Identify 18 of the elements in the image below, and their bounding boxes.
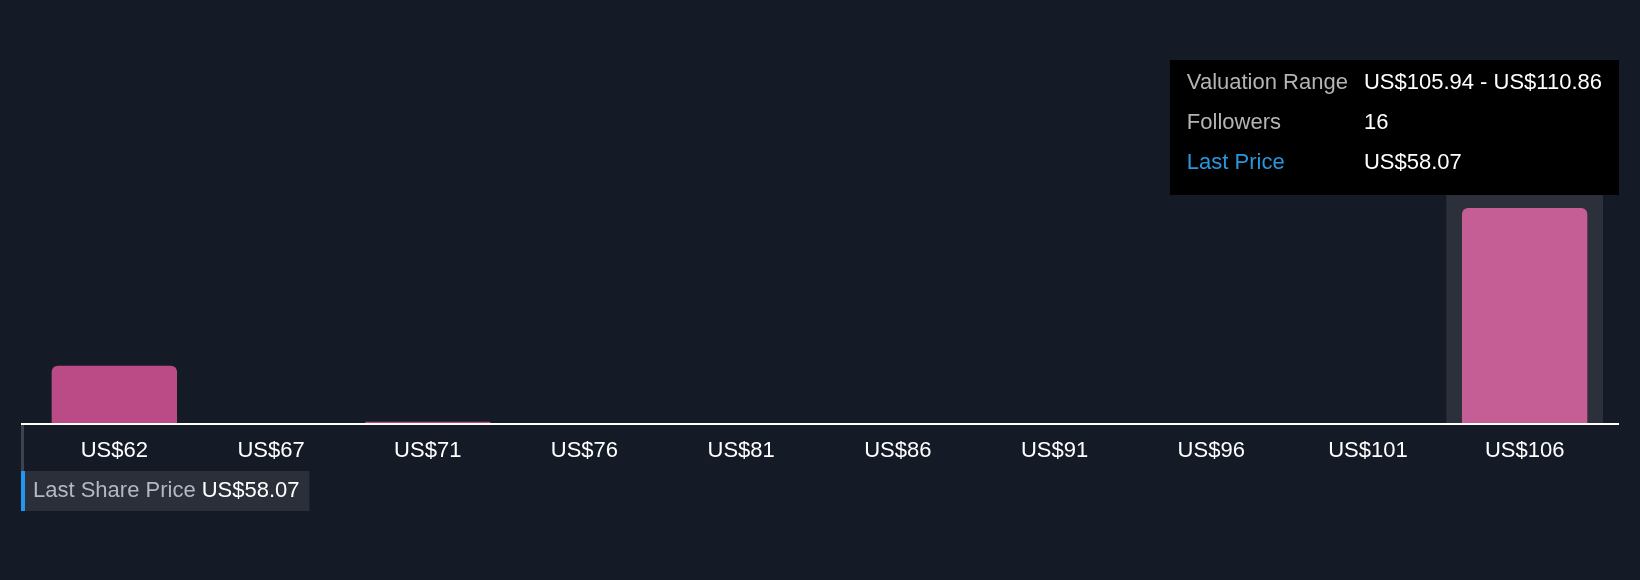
text: US$58.07 (201, 477, 300, 503)
text: Followers (1186, 109, 1281, 135)
x-tick-label: US$71 (394, 437, 462, 463)
text: Valuation Range (1186, 69, 1348, 95)
x-tick-label: US$96 (1177, 437, 1245, 463)
x-tick-label: US$81 (707, 437, 775, 463)
text: US$105.94 - US$110.86 (1363, 69, 1602, 95)
x-tick-label: US$91 (1020, 437, 1089, 463)
text: Last Share Price (33, 477, 196, 503)
x-tick-label: US$101 (1328, 437, 1408, 463)
text: US$58.07 (1363, 149, 1462, 175)
x-tick-label: US$67 (237, 437, 305, 463)
x-tick-label: US$106 (1484, 437, 1565, 463)
x-tick-label: US$76 (550, 437, 619, 463)
x-tick-label: US$86 (864, 437, 932, 463)
x-tick-label: US$62 (80, 437, 148, 463)
text: Last Price (1186, 149, 1285, 175)
text: 16 (1363, 109, 1389, 135)
